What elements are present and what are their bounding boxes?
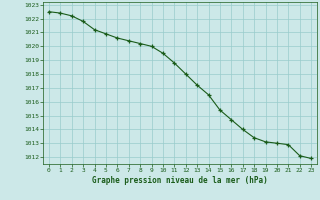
X-axis label: Graphe pression niveau de la mer (hPa): Graphe pression niveau de la mer (hPa) bbox=[92, 176, 268, 185]
